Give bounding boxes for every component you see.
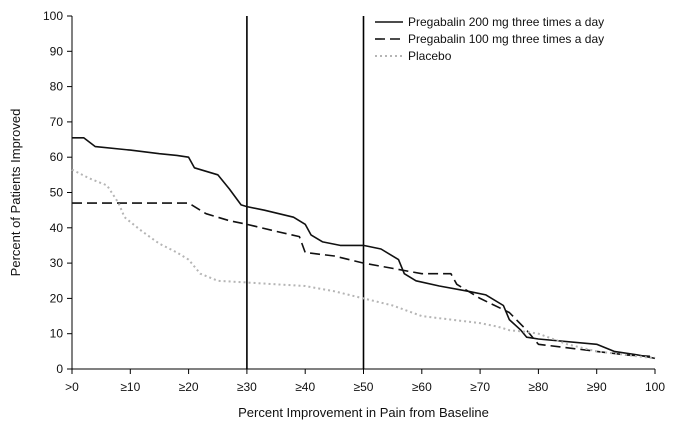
axes: 0 10 20 30 40 50 60 70 80 90 100 >0 ≥10 ≥20 ≥30 ≥40 ≥50 ≥… [43,9,665,394]
legend: Pregabalin 200 mg three times a day Prega… [375,15,604,63]
y-tick-label: 60 [50,150,64,164]
legend-label: Pregabalin 100 mg three times a day [408,32,604,46]
reference-lines [246,16,365,369]
x-tick-label: ≥60 [412,380,432,394]
y-tick-label: 80 [50,80,64,94]
y-tick-label: 10 [50,327,64,341]
x-tick-label: ≥20 [179,380,199,394]
series-lines [71,137,656,360]
y-tick-label: 0 [56,362,63,376]
series-line [71,168,656,360]
x-tick-label: >0 [65,380,79,394]
x-tick-label: ≥90 [587,380,607,394]
legend-label: Pregabalin 200 mg three times a day [408,15,604,29]
y-axis-title: Percent of Patients Improved [8,109,23,277]
x-tick-label: ≥10 [120,380,140,394]
y-tick-label: 20 [50,291,64,305]
x-tick-label: ≥70 [470,380,490,394]
y-tick-label: 30 [50,256,64,270]
x-tick-label: ≥30 [237,380,257,394]
series-line [72,202,656,358]
series-line [72,137,656,360]
x-axis-title: Percent Improvement in Pain from Baselin… [238,405,489,420]
x-tick-label: 100 [645,380,665,394]
x-tick-label: ≥80 [528,380,548,394]
y-tick-label: 70 [50,115,64,129]
y-tick-label: 90 [50,44,64,58]
legend-label: Placebo [408,49,452,63]
y-tick-label: 100 [43,9,63,23]
y-tick-label: 40 [50,221,64,235]
x-tick-label: ≥50 [354,380,374,394]
y-tick-label: 50 [50,186,64,200]
x-tick-label: ≥40 [295,380,315,394]
